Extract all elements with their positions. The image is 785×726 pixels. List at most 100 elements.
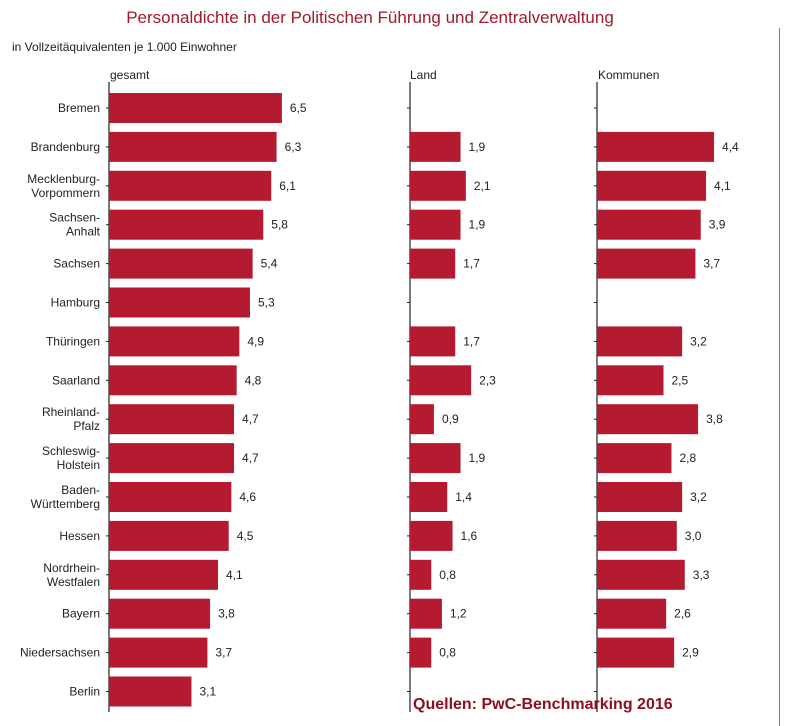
bar-kommunen	[597, 404, 699, 435]
category-label: Berlin	[69, 685, 100, 699]
bar-gesamt	[109, 131, 277, 162]
bar-gesamt	[109, 520, 229, 551]
column-header-kommunen: Kommunen	[598, 68, 660, 82]
bar-kommunen	[597, 170, 707, 201]
bar-gesamt	[109, 598, 211, 629]
bar-gesamt	[109, 637, 208, 668]
category-label: Rheinland-Pfalz	[42, 405, 100, 433]
category-label: Mecklenburg-Vorpommern	[27, 172, 100, 200]
chart-subtitle: in Vollzeitäquivalenten je 1.000 Einwohn…	[12, 40, 237, 54]
bar-kommunen	[597, 365, 664, 396]
frame-border	[779, 28, 780, 726]
category-label: Hamburg	[51, 296, 100, 310]
value-label-land: 1,9	[469, 451, 486, 465]
bar-kommunen	[597, 326, 683, 357]
category-label: Baden-Württemberg	[31, 483, 100, 511]
value-label-kommunen: 4,1	[714, 179, 731, 193]
bar-land	[410, 248, 456, 279]
bar-kommunen	[597, 482, 683, 512]
bar-land	[410, 637, 432, 668]
bar-land	[410, 559, 432, 590]
value-label-kommunen: 2,9	[682, 646, 699, 660]
category-label: Brandenburg	[31, 140, 100, 154]
bar-land	[410, 170, 466, 201]
column-header-land: Land	[410, 68, 437, 82]
bar-land	[410, 482, 448, 512]
category-label: Sachsen	[53, 257, 100, 271]
value-label-kommunen: 3,2	[690, 334, 707, 348]
value-label-land: 1,7	[463, 257, 480, 271]
value-label-land: 1,2	[450, 607, 467, 621]
bar-land	[410, 131, 461, 162]
value-label-gesamt: 4,6	[239, 490, 256, 504]
column-header-gesamt: gesamt	[110, 68, 150, 82]
category-label: Niedersachsen	[20, 646, 100, 660]
value-label-land: 0,8	[439, 568, 456, 582]
bar-land	[410, 598, 442, 629]
value-label-kommunen: 2,6	[674, 607, 691, 621]
value-label-kommunen: 3,9	[709, 218, 726, 232]
bar-gesamt	[109, 93, 282, 123]
category-label: Nordrhein-Westfalen	[43, 561, 100, 589]
value-label-kommunen: 3,3	[693, 568, 710, 582]
value-label-land: 1,9	[469, 218, 486, 232]
category-label: Sachsen-Anhalt	[49, 211, 100, 239]
bar-kommunen	[597, 520, 677, 551]
category-label: Thüringen	[46, 334, 100, 348]
category-label: Hessen	[59, 529, 100, 543]
category-label: Bremen	[58, 101, 100, 115]
source-note: Quellen: PwC-Benchmarking 2016	[413, 696, 673, 713]
bar-land	[410, 209, 461, 240]
value-label-land: 2,1	[474, 179, 491, 193]
value-label-kommunen: 2,5	[672, 373, 689, 387]
value-label-land: 1,6	[461, 529, 478, 543]
value-label-gesamt: 4,8	[245, 373, 262, 387]
bar-gesamt	[109, 365, 237, 396]
value-label-gesamt: 3,7	[215, 646, 232, 660]
bar-gesamt	[109, 326, 240, 357]
value-label-gesamt: 5,4	[261, 257, 278, 271]
bar-kommunen	[597, 559, 685, 590]
bar-gesamt	[109, 287, 250, 318]
bar-land	[410, 365, 472, 396]
bar-gesamt	[109, 209, 264, 240]
value-label-gesamt: 3,1	[199, 685, 216, 699]
bar-kommunen	[597, 598, 667, 629]
value-label-kommunen: 3,2	[690, 490, 707, 504]
value-label-gesamt: 6,1	[279, 179, 296, 193]
value-label-kommunen: 3,0	[685, 529, 702, 543]
bar-gesamt	[109, 559, 219, 590]
bar-kommunen	[597, 209, 701, 240]
value-label-kommunen: 3,8	[706, 412, 723, 426]
bar-gesamt	[109, 443, 235, 474]
value-label-land: 0,8	[439, 646, 456, 660]
value-label-kommunen: 2,8	[679, 451, 696, 465]
bar-gesamt	[109, 676, 192, 707]
value-label-land: 2,3	[479, 373, 496, 387]
value-label-gesamt: 4,9	[247, 334, 264, 348]
bar-gesamt	[109, 482, 232, 512]
value-label-gesamt: 6,3	[285, 140, 302, 154]
bar-kommunen	[597, 131, 715, 162]
bar-land	[410, 326, 456, 357]
bar-land	[410, 443, 461, 474]
value-label-gesamt: 4,7	[242, 412, 259, 426]
value-label-gesamt: 4,5	[237, 529, 254, 543]
value-label-gesamt: 5,3	[258, 296, 275, 310]
category-label: Schleswig-Holstein	[42, 444, 100, 472]
value-label-land: 1,4	[455, 490, 472, 504]
value-label-gesamt: 3,8	[218, 607, 235, 621]
bar-kommunen	[597, 637, 675, 668]
bar-gesamt	[109, 248, 253, 279]
value-label-kommunen: 4,4	[722, 140, 739, 154]
bar-gesamt	[109, 170, 272, 201]
category-label: Saarland	[52, 373, 100, 387]
bar-kommunen	[597, 248, 696, 279]
bar-land	[410, 520, 453, 551]
bar-kommunen	[597, 443, 672, 474]
bar-land	[410, 404, 434, 435]
bar-gesamt	[109, 404, 235, 435]
chart-title: Personaldichte in der Politischen Führun…	[126, 8, 614, 27]
